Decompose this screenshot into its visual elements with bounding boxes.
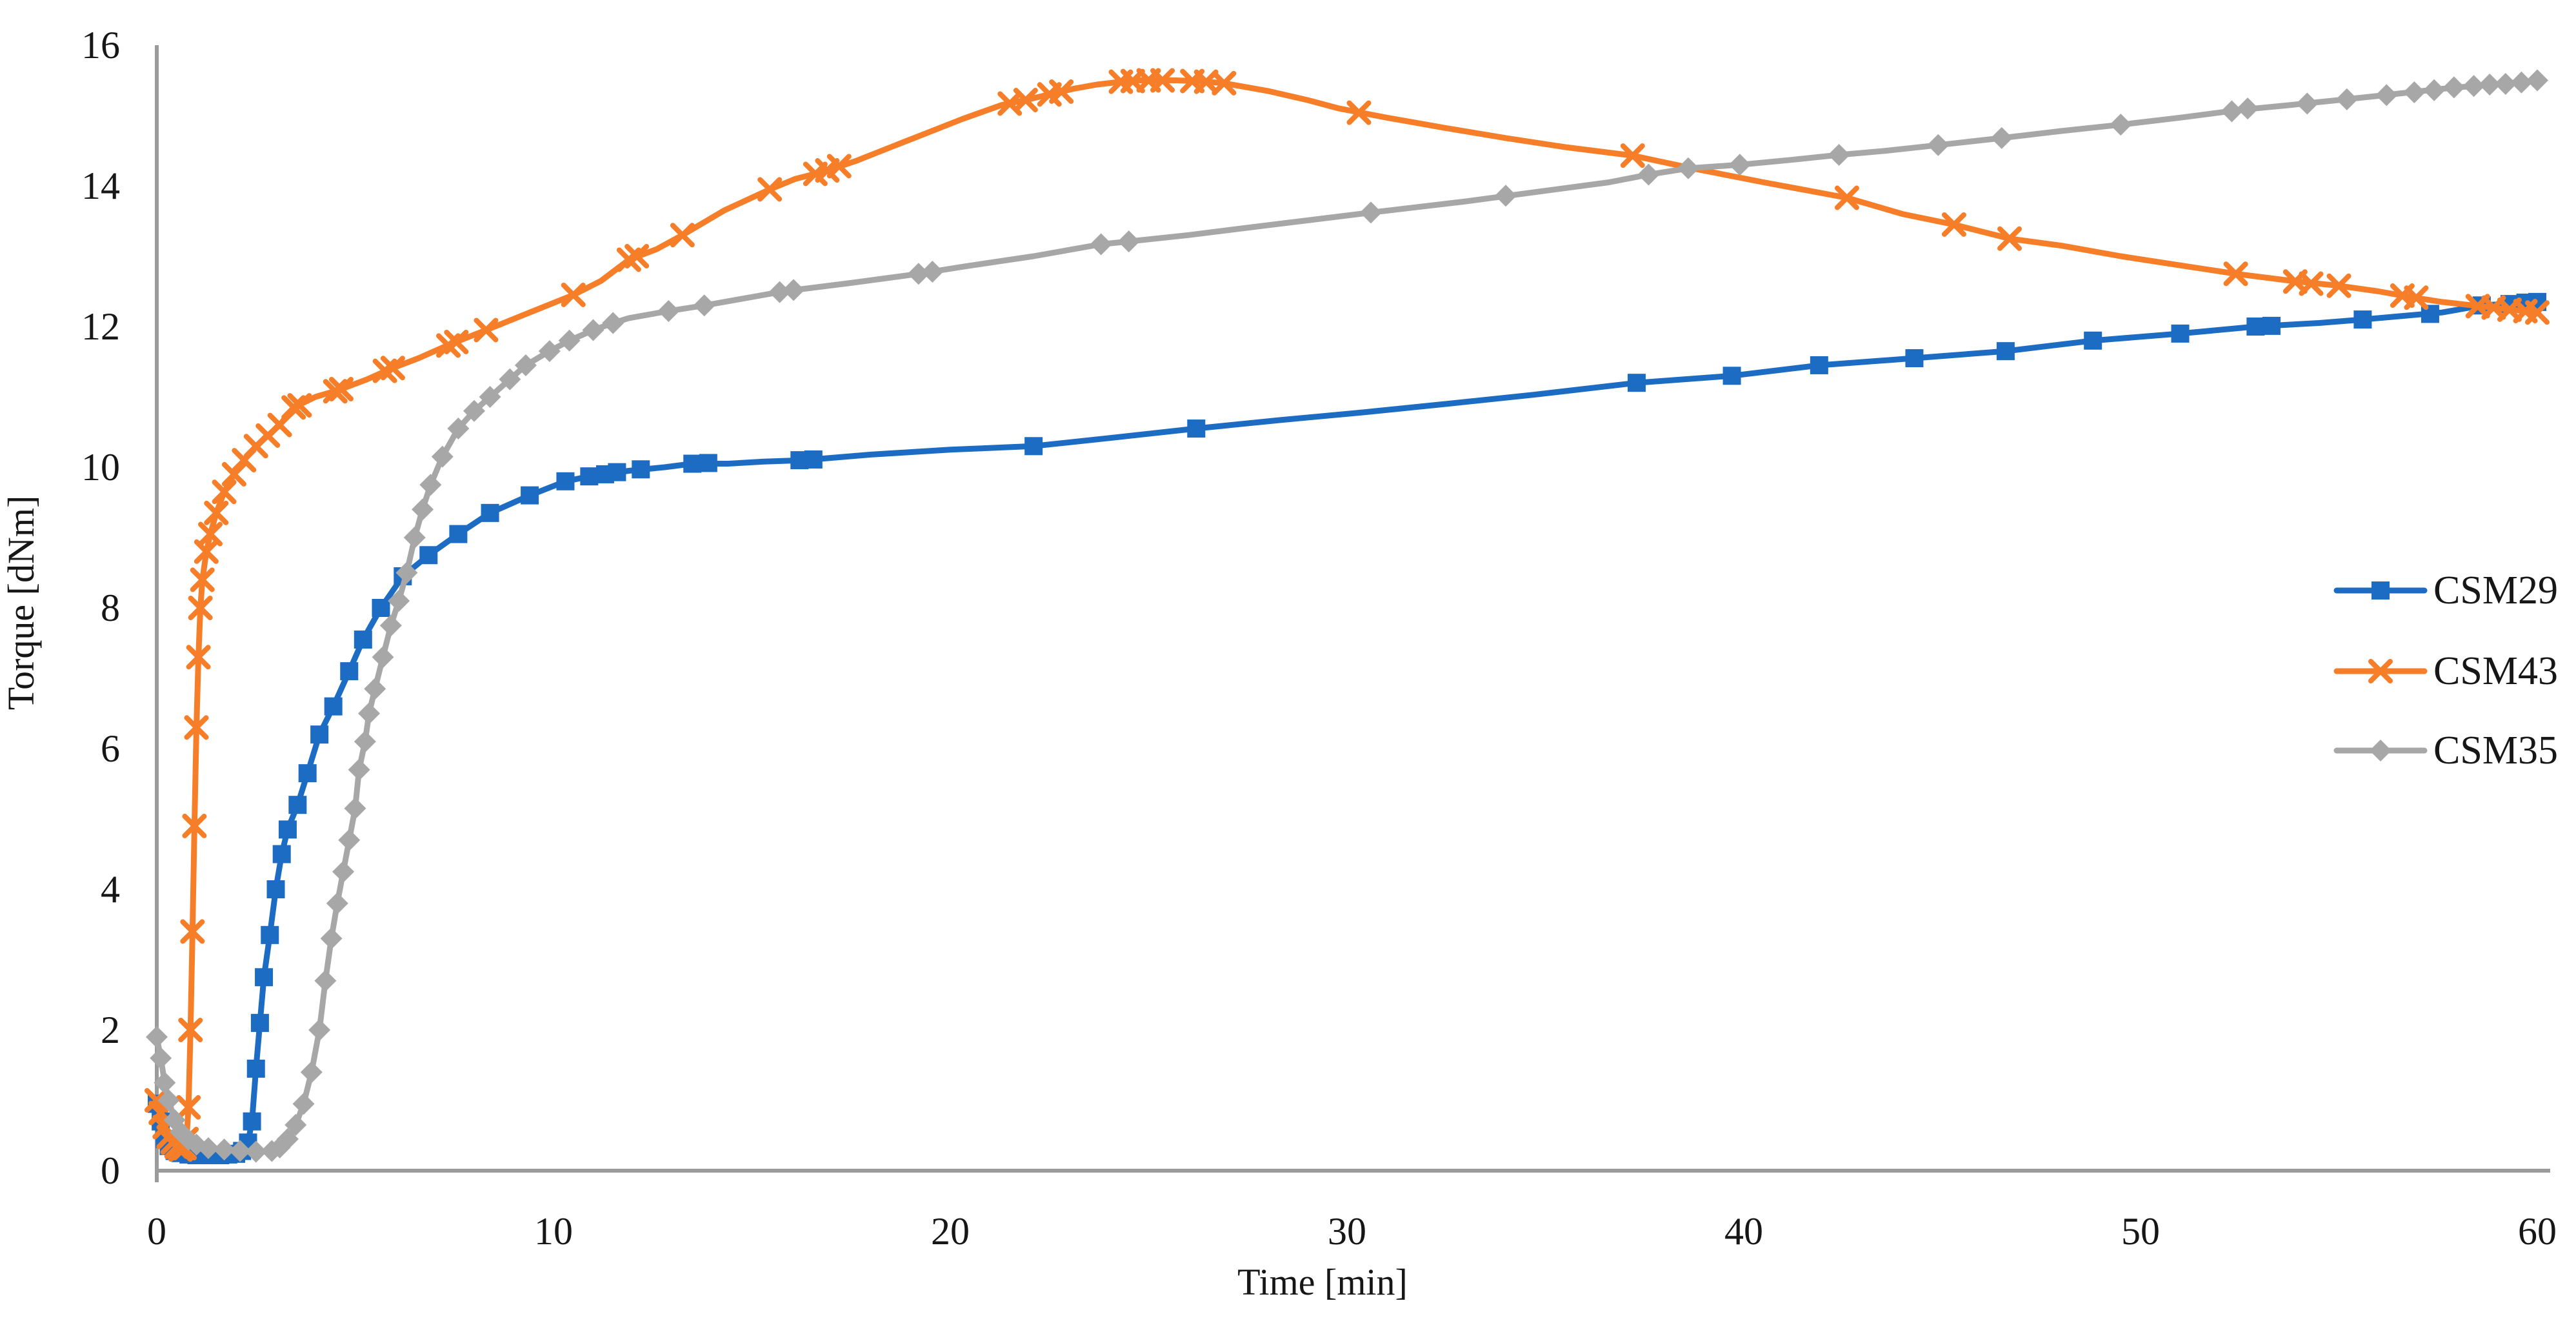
- x-tick-label: 0: [147, 1210, 166, 1253]
- legend-item-CSM29: CSM29: [2333, 569, 2558, 612]
- legend-label: CSM35: [2433, 729, 2558, 772]
- series-markers-CSM43: [145, 68, 2550, 1162]
- legend-item-CSM35: CSM35: [2333, 729, 2558, 772]
- y-tick-label: 10: [81, 446, 120, 489]
- legend-label: CSM43: [2433, 649, 2558, 693]
- series-line-CSM29: [154, 299, 2541, 1158]
- y-tick-label: 12: [81, 305, 120, 348]
- series-markers-CSM29: [148, 292, 2546, 1165]
- y-tick-label: 6: [101, 727, 120, 770]
- legend-x-marker-icon: [2368, 659, 2393, 683]
- legend-square-marker-icon: [2371, 581, 2390, 600]
- y-axis-tick-labels: 0 2 4 6 8 10 12 14 16: [81, 24, 120, 1192]
- legend-item-CSM43: CSM43: [2333, 649, 2558, 693]
- y-tick-label: 0: [101, 1149, 120, 1192]
- y-tick-label: 2: [101, 1009, 120, 1051]
- series-line-CSM43: [154, 77, 2541, 1153]
- series-layer: [145, 68, 2550, 1165]
- y-tick-label: 4: [101, 868, 120, 911]
- legend-label: CSM29: [2433, 569, 2558, 612]
- x-tick-label: 10: [534, 1210, 573, 1253]
- legend-diamond-marker-icon: [2370, 740, 2391, 762]
- y-tick-label: 16: [81, 24, 120, 66]
- x-tick-label: 20: [931, 1210, 970, 1253]
- x-axis-title: Time [min]: [1237, 1261, 1408, 1303]
- legend: CSM29 CSM43 CSM35: [2333, 569, 2558, 772]
- y-tick-label: 8: [101, 587, 120, 629]
- series-CSM35: [146, 69, 2548, 1163]
- series-markers-CSM35: [146, 69, 2548, 1163]
- x-tick-label: 50: [2121, 1210, 2160, 1253]
- x-tick-label: 60: [2518, 1210, 2557, 1253]
- y-axis-title: Torque [dNm]: [0, 496, 42, 711]
- series-CSM29: [148, 292, 2546, 1165]
- x-tick-label: 40: [1724, 1210, 1763, 1253]
- y-tick-label: 14: [81, 165, 120, 207]
- x-axis-tick-labels: 0 10 20 30 40 50 60: [147, 1210, 2557, 1253]
- series-line-CSM35: [154, 77, 2541, 1155]
- series-CSM43: [145, 68, 2550, 1162]
- x-tick-label: 30: [1328, 1210, 1366, 1253]
- axes: [155, 45, 2550, 1182]
